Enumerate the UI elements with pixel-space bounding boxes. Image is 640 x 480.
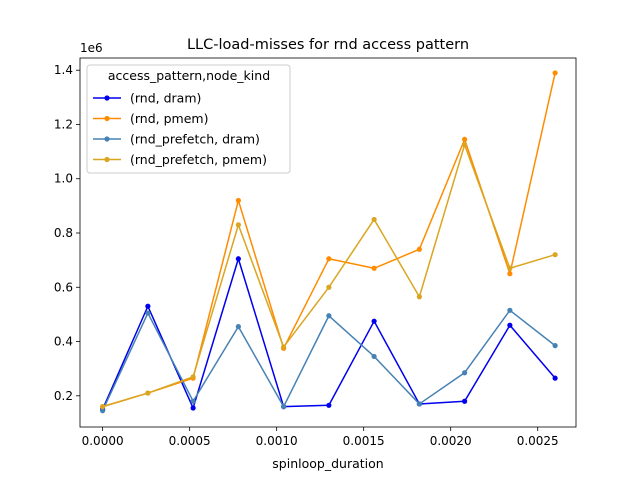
y-tick-label: 1.2 — [54, 117, 73, 131]
legend-swatch-marker — [104, 115, 110, 122]
legend-label: (rnd_prefetch, pmem) — [130, 152, 267, 167]
legend-items: (rnd, dram) (rnd, pmem) (rnd_prefetch, dra… — [93, 91, 267, 167]
data-point — [281, 404, 287, 410]
data-point — [145, 303, 151, 309]
x-tick-label: 0.0015 — [343, 434, 385, 448]
legend-label: (rnd_prefetch, dram) — [130, 132, 260, 147]
series-layer — [100, 70, 558, 414]
data-point — [326, 313, 332, 319]
x-axis: 0.0000 0.0005 0.0010 0.0015 0.0020 0.0025 — [82, 427, 559, 448]
data-point — [190, 398, 196, 404]
x-axis-label: spinloop_duration — [272, 456, 383, 471]
data-point — [371, 265, 377, 271]
y-tick-label: 0.6 — [54, 280, 73, 294]
data-point — [507, 322, 513, 328]
legend-label: (rnd, pmem) — [130, 111, 208, 126]
data-point — [552, 343, 558, 349]
data-point — [190, 405, 196, 411]
y-tick-label: 0.8 — [54, 226, 73, 240]
y-tick-label: 0.2 — [54, 389, 73, 403]
legend-box — [86, 64, 291, 174]
y-tick-label: 1.0 — [54, 172, 73, 186]
data-point — [507, 265, 513, 271]
y-tick-label: 0.4 — [54, 335, 73, 349]
legend-item: (rnd, pmem) — [93, 111, 208, 126]
legend-item: (rnd_prefetch, pmem) — [93, 152, 267, 167]
data-point — [371, 353, 377, 360]
legend-label: (rnd, dram) — [130, 91, 201, 106]
chart-title: LLC-load-misses for rnd access pattern — [187, 37, 469, 53]
x-tick-label: 0.0000 — [82, 434, 124, 448]
data-point — [190, 374, 196, 380]
data-point — [552, 375, 558, 381]
legend: access_pattern,node_kind (rnd, dram)(rnd… — [86, 64, 291, 174]
data-point — [235, 256, 241, 262]
x-tick-label: 0.0025 — [517, 434, 559, 448]
data-point — [235, 324, 241, 330]
data-point — [462, 398, 468, 404]
data-point — [416, 246, 422, 252]
x-tick-label: 0.0005 — [169, 434, 211, 448]
legend-swatch-marker — [104, 156, 110, 163]
data-point — [100, 408, 106, 414]
data-point — [371, 318, 377, 324]
legend-title: access_pattern,node_kind — [108, 68, 270, 83]
data-point — [235, 197, 241, 204]
x-tick-label: 0.0020 — [430, 434, 472, 448]
data-point — [100, 404, 106, 410]
data-point — [145, 390, 151, 396]
legend-swatch-marker — [104, 95, 110, 101]
series-3 — [100, 142, 558, 410]
data-point — [235, 222, 241, 228]
data-point — [416, 401, 422, 407]
y-axis: 0.2 0.4 0.6 0.8 1.0 1.2 1.4 — [54, 63, 80, 403]
y-offset-label: 1e6 — [80, 41, 103, 55]
legend-swatch-marker — [104, 136, 110, 142]
legend-item: (rnd_prefetch, dram) — [93, 132, 260, 147]
x-tick-label: 0.0010 — [256, 434, 298, 448]
data-point — [462, 370, 468, 376]
data-point — [281, 344, 287, 350]
legend-item: (rnd, dram) — [93, 91, 201, 106]
data-point — [552, 70, 558, 76]
data-point — [326, 402, 332, 408]
data-point — [145, 310, 151, 316]
y-tick-label: 1.4 — [54, 63, 73, 77]
data-point — [416, 294, 422, 300]
data-point — [552, 252, 558, 258]
data-point — [462, 136, 468, 142]
data-point — [507, 271, 513, 277]
plot-frame — [79, 57, 577, 428]
data-point — [326, 284, 332, 290]
series-2 — [100, 307, 558, 414]
data-point — [371, 216, 377, 223]
data-point — [462, 142, 468, 148]
data-point — [507, 307, 513, 313]
data-point — [326, 256, 332, 262]
